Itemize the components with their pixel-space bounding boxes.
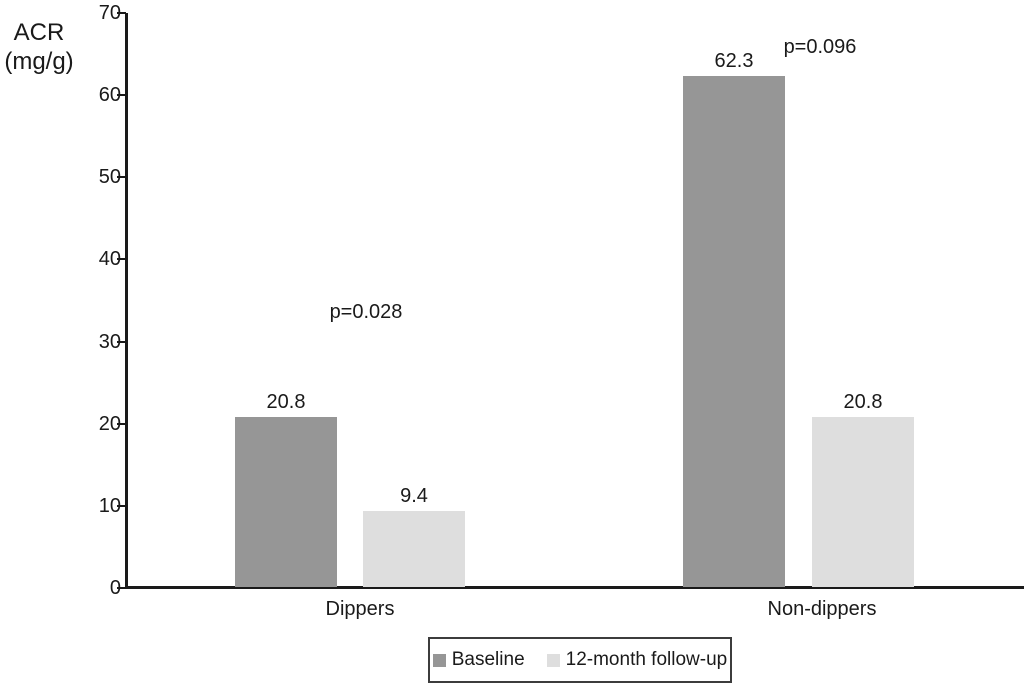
y-tick-label: 20	[98, 412, 121, 435]
y-tick	[117, 12, 126, 14]
legend-label-baseline: Baseline	[451, 649, 525, 670]
y-tick-label: 70	[98, 2, 121, 24]
y-tick	[117, 94, 126, 97]
bar-value-label: 20.8	[843, 391, 883, 414]
y-tick	[117, 258, 126, 261]
y-axis-label: ACR (mg/g)	[0, 18, 78, 76]
y-tick-label: 0	[109, 577, 121, 599]
bar-value-label: 20.8	[266, 391, 306, 414]
y-axis-label-line2: (mg/g)	[4, 48, 74, 75]
y-tick-label: 50	[98, 166, 121, 189]
x-axis-line	[125, 586, 1024, 589]
y-tick	[117, 422, 126, 425]
y-tick	[117, 504, 126, 507]
legend-label-followup: 12-month follow-up	[565, 649, 728, 670]
y-tick-label: 60	[98, 84, 121, 107]
bar-12-month-follow-up-dippers	[363, 510, 465, 587]
y-tick	[117, 587, 126, 589]
p-value-annotation: p=0.028	[329, 301, 403, 323]
bar-value-label: 9.4	[400, 484, 428, 507]
bar-12-month-follow-up-non-dippers	[812, 417, 914, 587]
y-tick	[117, 176, 126, 179]
x-category-label-non-dippers: Non-dippers	[767, 598, 877, 620]
y-tick-label: 40	[98, 248, 121, 271]
bar-value-label: 62.3	[714, 50, 754, 73]
p-value-annotation: p=0.096	[783, 36, 857, 58]
y-tick	[117, 340, 126, 343]
y-tick-label: 10	[98, 494, 121, 517]
y-axis-line	[125, 13, 128, 589]
legend: Baseline 12-month follow-up	[428, 637, 732, 683]
x-category-label-dippers: Dippers	[325, 598, 395, 620]
legend-swatch-followup	[546, 653, 560, 667]
bar-baseline-non-dippers	[683, 76, 785, 587]
y-tick-label: 30	[98, 330, 121, 353]
y-axis-label-line1: ACR	[13, 19, 65, 46]
bar-baseline-dippers	[235, 417, 337, 587]
legend-swatch-baseline	[432, 653, 446, 667]
